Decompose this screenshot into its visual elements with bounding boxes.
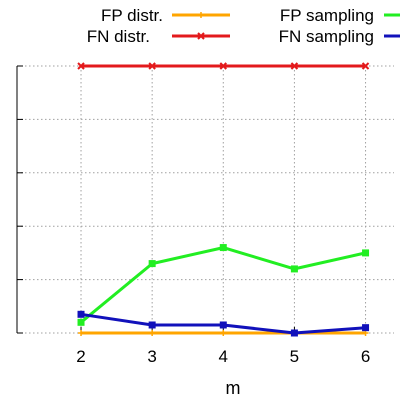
data-point bbox=[77, 62, 85, 70]
axes: 2 3 4 5 6 bbox=[16, 65, 370, 366]
data-point bbox=[362, 324, 370, 332]
data-point bbox=[362, 249, 370, 257]
data-point bbox=[197, 32, 205, 40]
data-point bbox=[148, 62, 156, 70]
marker-stroke bbox=[290, 62, 299, 70]
data-point bbox=[149, 330, 156, 336]
legend-label: FN distr. bbox=[87, 27, 150, 46]
x-tick-label: 6 bbox=[361, 347, 370, 366]
data-point bbox=[77, 310, 85, 318]
marker-stroke bbox=[219, 62, 227, 70]
data-point bbox=[290, 265, 298, 273]
data-point bbox=[78, 330, 85, 336]
legend-entry: FP distr. bbox=[101, 6, 230, 25]
x-axis-label: m bbox=[226, 378, 241, 398]
data-point bbox=[219, 321, 227, 329]
marker-stroke bbox=[361, 62, 370, 70]
data-point bbox=[198, 12, 204, 18]
data-point bbox=[361, 62, 370, 70]
x-tick-label: 3 bbox=[147, 347, 156, 366]
series-fp-sampling bbox=[77, 244, 370, 326]
data-point bbox=[219, 244, 227, 252]
data-point bbox=[148, 260, 156, 268]
x-tick-label: 5 bbox=[290, 347, 299, 366]
data-point bbox=[219, 62, 227, 70]
series-fn-distr bbox=[77, 62, 370, 70]
legend-label: FN sampling bbox=[279, 27, 374, 46]
data-point bbox=[220, 330, 227, 336]
x-tick-label: 2 bbox=[76, 347, 85, 366]
legend-label: FP sampling bbox=[280, 6, 374, 25]
series-fn-sampling bbox=[77, 310, 370, 337]
data-point bbox=[148, 321, 156, 329]
data-point bbox=[77, 318, 85, 326]
legend-entry: FN sampling bbox=[279, 27, 400, 46]
legend-label: FP distr. bbox=[101, 6, 163, 25]
legend-entry: FP sampling bbox=[280, 6, 400, 25]
marker-stroke bbox=[148, 62, 156, 70]
x-tick-label: 4 bbox=[219, 347, 228, 366]
marker-stroke bbox=[197, 32, 205, 40]
data-point bbox=[290, 62, 299, 70]
legend-entry: FN distr. bbox=[87, 27, 230, 46]
legend: FP distr. FN distr. FP sampling FN sampling bbox=[87, 6, 400, 46]
data-point bbox=[290, 329, 298, 337]
marker-stroke bbox=[77, 62, 85, 70]
series-group bbox=[77, 62, 370, 337]
grid bbox=[17, 65, 394, 334]
